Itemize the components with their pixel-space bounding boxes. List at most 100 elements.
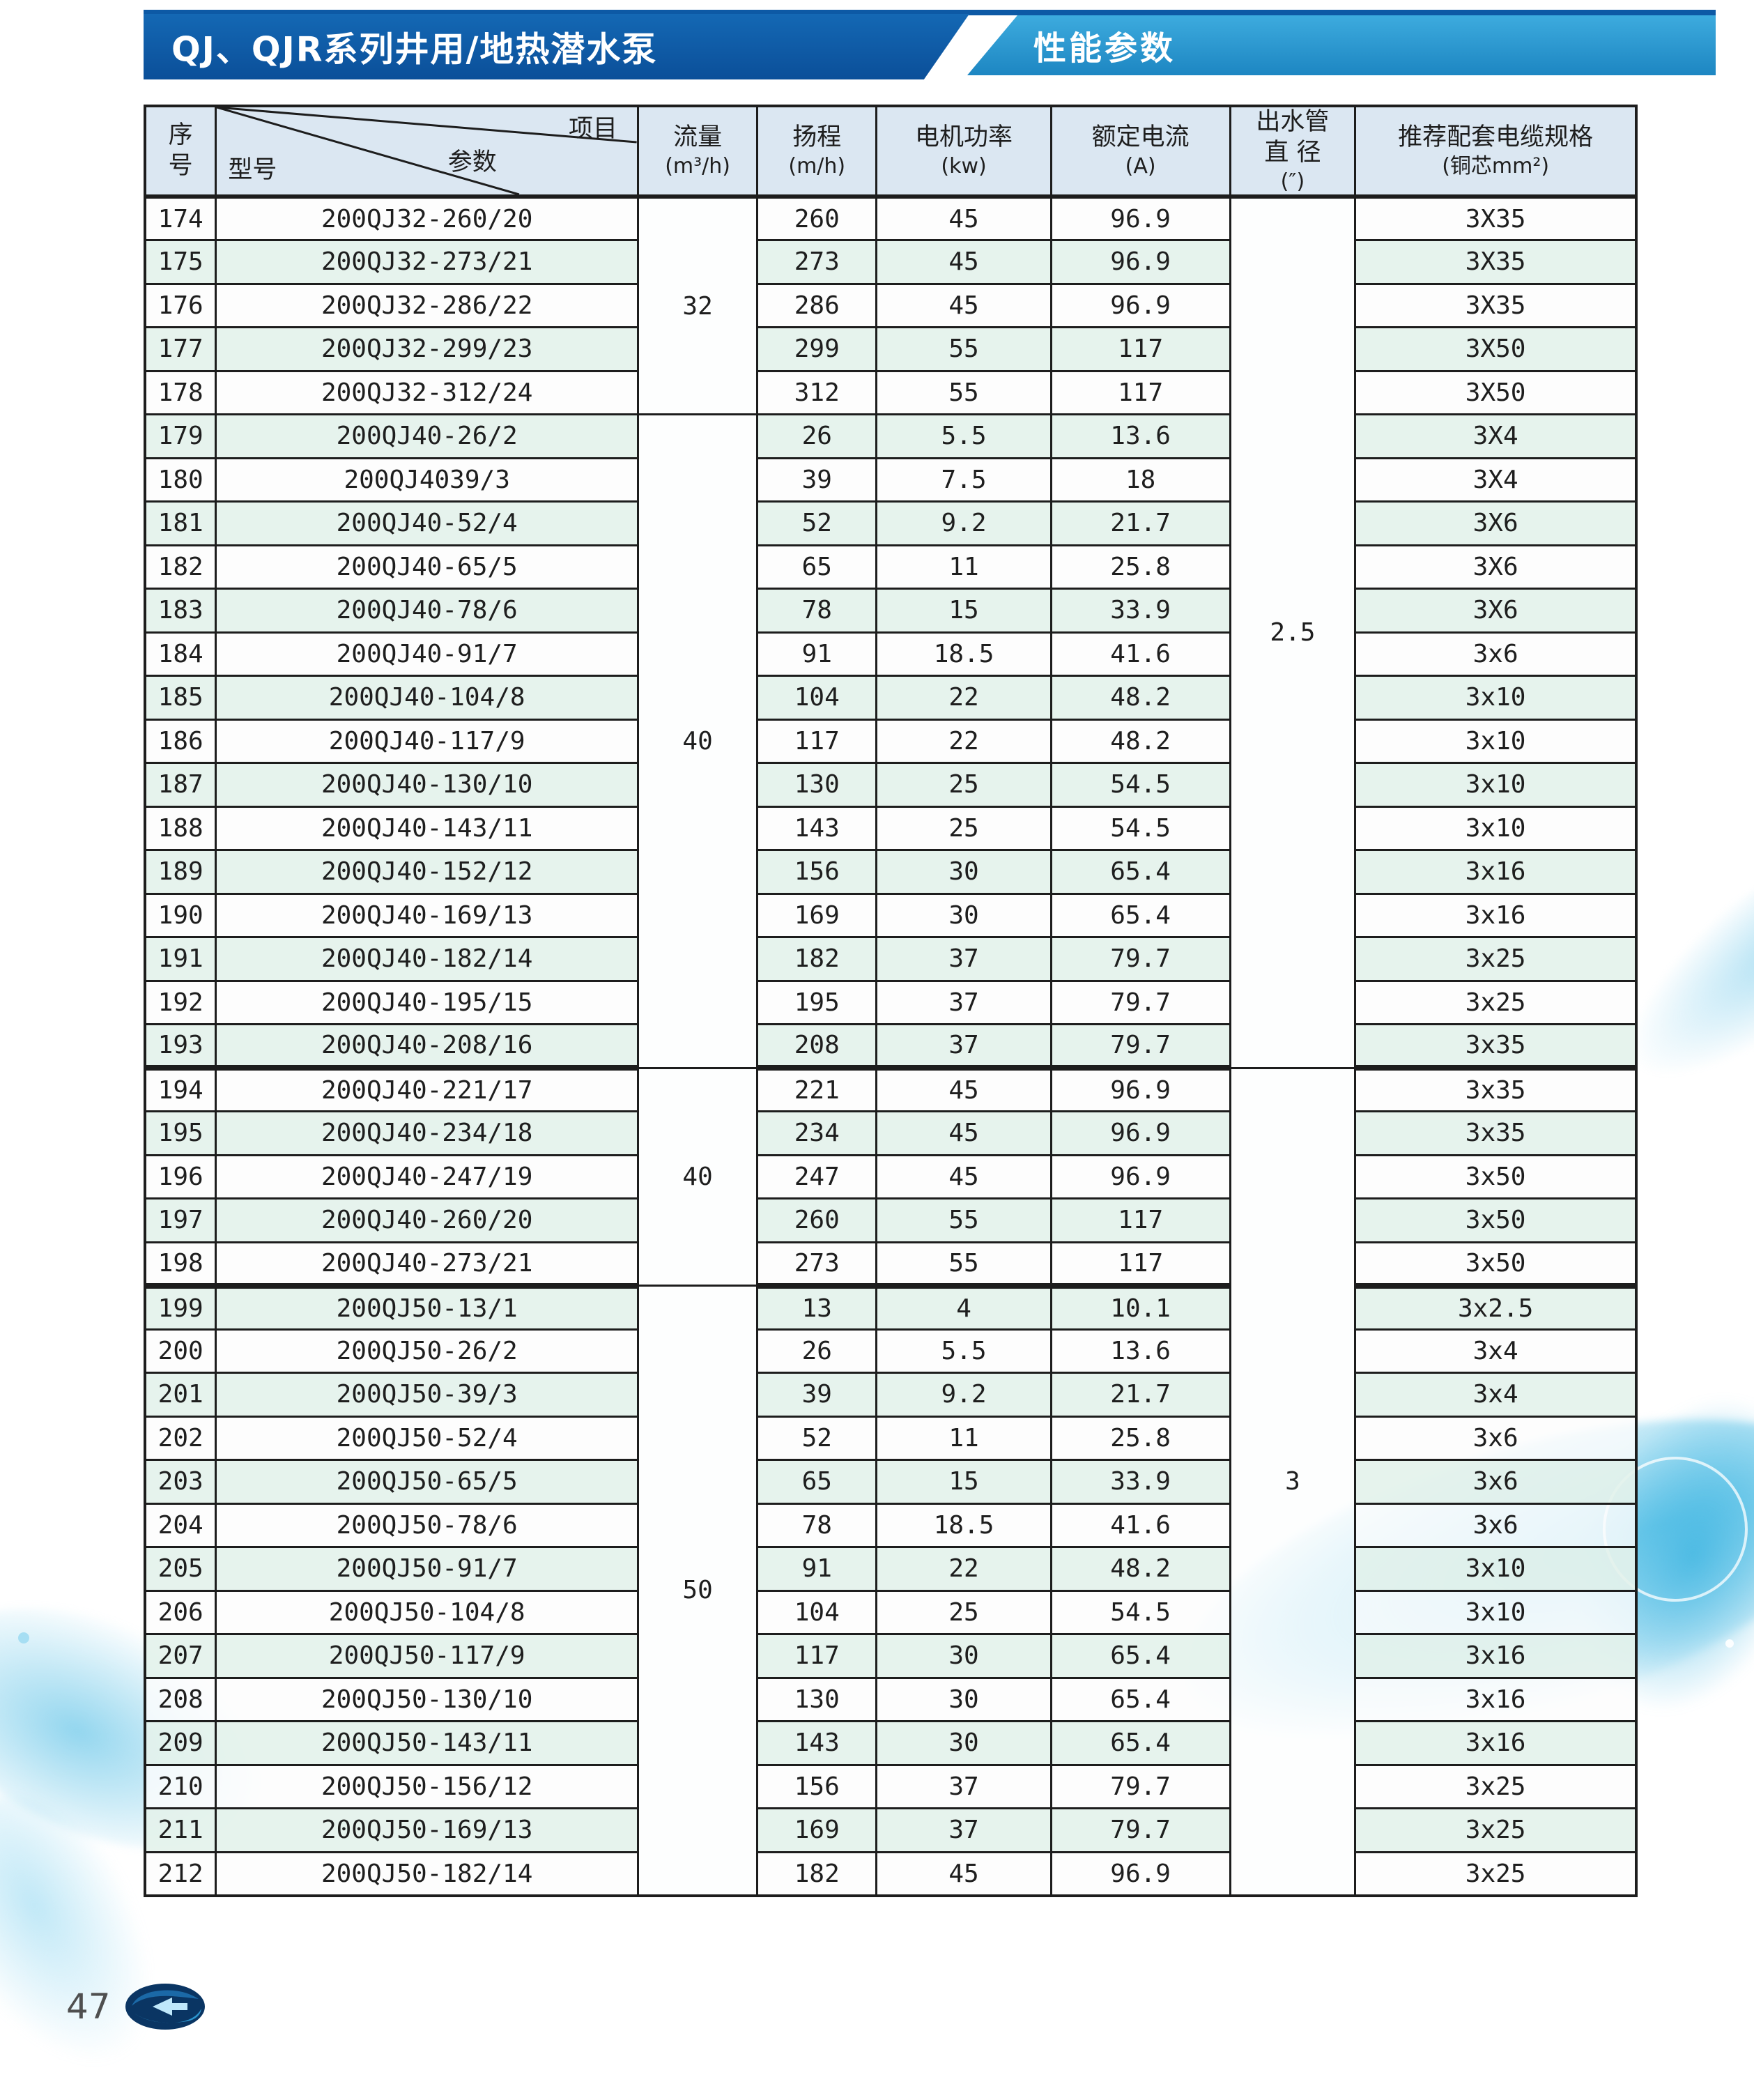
model-cell: 200QJ40-247/19 [215, 1154, 639, 1200]
spec-table: 序 号 项目 参数 型号 流量 (m³/h) [144, 105, 1638, 1897]
serial-cell: 178 [144, 369, 217, 415]
model-cell: 200QJ40-221/17 [215, 1066, 639, 1112]
table-row: 212 200QJ50-182/14 182 45 96.9 3x25 [144, 1850, 1638, 1896]
series-title-bar: QJ、QJR系列井用/地热潜水泵 [144, 14, 969, 79]
current-cell: 117 [1049, 1241, 1231, 1289]
banner-top-rule [144, 10, 1716, 15]
cable-cell: 3X50 [1354, 369, 1638, 415]
cable-cell: 3X6 [1354, 544, 1638, 590]
col-header-flow: 流量 (m³/h) [636, 105, 759, 199]
head-cell: 182 [756, 936, 878, 982]
serial-cell: 176 [144, 282, 217, 328]
table-row: 185 200QJ40-104/8 104 22 48.2 3x10 [144, 675, 1638, 721]
col-header-power: 电机功率 (kw) [875, 105, 1052, 199]
head-header-unit: (m/h) [788, 153, 846, 178]
page-number: 47 [66, 1986, 111, 2027]
model-cell: 200QJ50-52/4 [215, 1415, 639, 1461]
power-cell: 15 [875, 588, 1052, 634]
serial-cell: 188 [144, 805, 217, 851]
head-cell: 221 [756, 1066, 878, 1112]
serial-cell: 200 [144, 1328, 217, 1374]
head-cell: 39 [756, 1372, 878, 1418]
serial-cell: 198 [144, 1241, 217, 1289]
serial-cell: 184 [144, 631, 217, 677]
table-row: 187 200QJ40-130/10 130 25 54.5 3x10 [144, 762, 1638, 808]
serial-header-line1: 序 [168, 121, 193, 149]
serial-cell: 182 [144, 544, 217, 590]
current-cell: 117 [1049, 369, 1231, 415]
current-cell: 54.5 [1049, 1589, 1231, 1635]
model-cell: 200QJ50-78/6 [215, 1502, 639, 1548]
col-header-pipe: 出水管 直 径 (″) [1229, 105, 1357, 199]
cable-cell: 3x2.5 [1354, 1285, 1638, 1331]
section-title-bar: 性能参数 [967, 15, 1716, 75]
model-cell: 200QJ50-104/8 [215, 1589, 639, 1635]
head-cell: 273 [756, 239, 878, 285]
model-cell: 200QJ50-143/11 [215, 1720, 639, 1766]
current-cell: 48.2 [1049, 718, 1231, 764]
table-row: 183 200QJ40-78/6 78 15 33.9 3X6 [144, 588, 1638, 634]
current-cell: 79.7 [1049, 1807, 1231, 1853]
cable-cell: 3X50 [1354, 326, 1638, 372]
table-body: 174 200QJ32-260/20 32 260 45 96.9 2.5 3X35 175 20… [144, 195, 1638, 1896]
current-cell: 25.8 [1049, 544, 1231, 590]
current-cell: 79.7 [1049, 1763, 1231, 1809]
table-row: 205 200QJ50-91/7 91 22 48.2 3x10 [144, 1546, 1638, 1592]
model-cell: 200QJ40-78/6 [215, 588, 639, 634]
current-cell: 33.9 [1049, 588, 1231, 634]
power-cell: 55 [875, 369, 1052, 415]
table-row: 174 200QJ32-260/20 32 260 45 96.9 2.5 3X35 [144, 195, 1638, 1069]
cable-cell: 3x25 [1354, 1850, 1638, 1896]
flow-cell: 40 [636, 413, 759, 1069]
serial-cell: 199 [144, 1285, 217, 1331]
table-row: 188 200QJ40-143/11 143 25 54.5 3x10 [144, 805, 1638, 851]
head-cell: 156 [756, 849, 878, 895]
head-cell: 156 [756, 1763, 878, 1809]
power-cell: 55 [875, 1197, 1052, 1243]
head-cell: 91 [756, 1546, 878, 1592]
serial-cell: 209 [144, 1720, 217, 1766]
table-row: 199 200QJ50-13/1 50 13 4 10.1 3x2.5 [144, 1285, 1638, 1896]
serial-cell: 193 [144, 1023, 217, 1071]
power-header-unit: (kw) [941, 153, 987, 178]
col-header-cable: 推荐配套电缆规格 (铜芯mm²) [1354, 105, 1638, 199]
current-cell: 33.9 [1049, 1459, 1231, 1505]
cable-cell: 3x6 [1354, 631, 1638, 677]
current-cell: 65.4 [1049, 1633, 1231, 1679]
serial-cell: 179 [144, 413, 217, 459]
flow-cell: 32 [636, 195, 759, 415]
serial-cell: 207 [144, 1633, 217, 1679]
table-row: 198 200QJ40-273/21 273 55 117 3x50 [144, 1241, 1638, 1289]
head-cell: 26 [756, 413, 878, 459]
table-row: 181 200QJ40-52/4 52 9.2 21.7 3X6 [144, 500, 1638, 546]
power-cell: 37 [875, 979, 1052, 1025]
model-cell: 200QJ40-208/16 [215, 1023, 639, 1071]
power-cell: 30 [875, 1633, 1052, 1679]
cable-cell: 3X6 [1354, 588, 1638, 634]
flow-cell: 40 [636, 1066, 759, 1287]
power-cell: 45 [875, 195, 1052, 241]
current-cell: 65.4 [1049, 1720, 1231, 1766]
head-cell: 52 [756, 500, 878, 546]
table-row: 200 200QJ50-26/2 26 5.5 13.6 3x4 [144, 1328, 1638, 1374]
power-cell: 45 [875, 1110, 1052, 1156]
power-cell: 25 [875, 805, 1052, 851]
diag-label-parameter: 参数 [447, 148, 497, 176]
cable-cell: 3x16 [1354, 1676, 1638, 1722]
cable-cell: 3x10 [1354, 718, 1638, 764]
head-cell: 39 [756, 457, 878, 503]
model-cell: 200QJ40-104/8 [215, 675, 639, 721]
power-cell: 45 [875, 1154, 1052, 1200]
cable-cell: 3x25 [1354, 979, 1638, 1025]
current-cell: 48.2 [1049, 1546, 1231, 1592]
pipe-header-unit: (″) [1280, 169, 1305, 194]
current-cell: 117 [1049, 326, 1231, 372]
model-cell: 200QJ40-195/15 [215, 979, 639, 1025]
cable-cell: 3x25 [1354, 1807, 1638, 1853]
model-cell: 200QJ40-143/11 [215, 805, 639, 851]
flow-header-unit: (m³/h) [665, 153, 730, 178]
section-title: 性能参数 [1033, 29, 1176, 68]
model-cell: 200QJ40-52/4 [215, 500, 639, 546]
table-row: 210 200QJ50-156/12 156 37 79.7 3x25 [144, 1763, 1638, 1809]
model-cell: 200QJ40-260/20 [215, 1197, 639, 1243]
